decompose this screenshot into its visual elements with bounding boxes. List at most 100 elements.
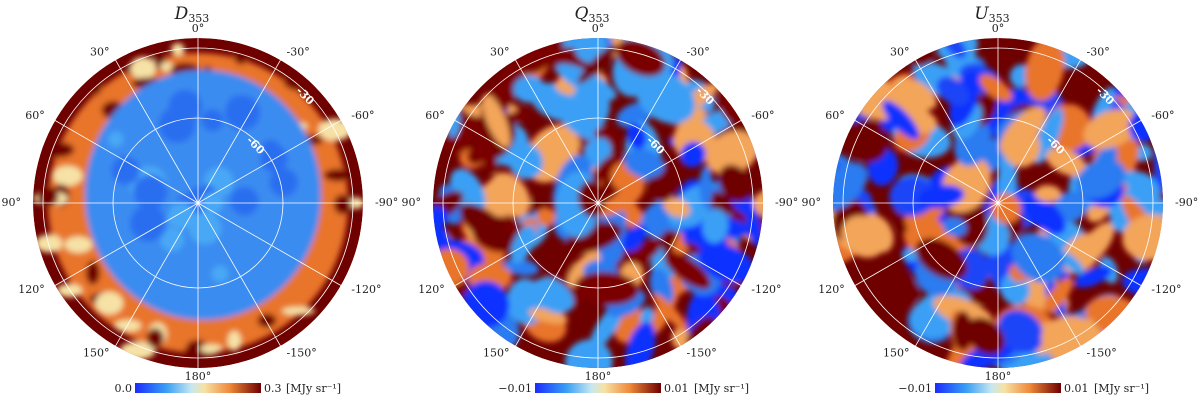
blob xyxy=(653,293,688,332)
blob xyxy=(513,75,546,103)
blob xyxy=(1011,232,1065,283)
blob xyxy=(833,162,868,212)
meridian xyxy=(54,202,199,286)
blob xyxy=(188,212,222,245)
longitude-label: 30° xyxy=(890,45,910,58)
blob xyxy=(1033,108,1064,165)
title-subscript: 353 xyxy=(989,12,1010,25)
blob xyxy=(640,237,662,261)
blob xyxy=(39,141,75,158)
longitude-label: 150° xyxy=(83,347,110,360)
map xyxy=(833,38,1163,368)
blob xyxy=(699,165,713,208)
panel-title: D353 xyxy=(174,4,210,26)
blob xyxy=(459,203,515,251)
meridian xyxy=(854,202,999,286)
title-subscript: 353 xyxy=(188,12,209,25)
blob xyxy=(640,306,654,328)
longitude-label: -150° xyxy=(1087,347,1117,360)
blob xyxy=(531,277,574,314)
meridian xyxy=(197,202,342,286)
map-texture xyxy=(433,38,763,368)
blob xyxy=(745,206,763,248)
blob xyxy=(56,283,83,298)
blob xyxy=(114,319,142,332)
blob xyxy=(130,56,157,80)
blob xyxy=(1023,194,1066,235)
longitude-label: 90° xyxy=(402,196,422,209)
title-symbol: D xyxy=(174,4,189,24)
blob xyxy=(201,109,224,132)
meridian xyxy=(54,120,199,204)
blob xyxy=(52,165,83,186)
blob xyxy=(489,172,531,218)
colorbar-min: 0.0 xyxy=(115,382,133,395)
meridian xyxy=(454,202,599,286)
longitude-label: 0° xyxy=(992,22,1005,35)
blob xyxy=(882,100,920,140)
meridian xyxy=(515,59,599,204)
longitude-label: -30° xyxy=(1087,45,1110,58)
colorbar-max: 0.01 xyxy=(664,382,689,395)
longitude-label: -120° xyxy=(751,283,781,296)
panel-title: U353 xyxy=(974,4,1009,26)
blob xyxy=(1053,191,1088,223)
longitude-label: -150° xyxy=(287,347,317,360)
colorbar-max: 0.3 xyxy=(264,382,282,395)
blob xyxy=(433,205,448,230)
longitude-label: 0° xyxy=(192,22,205,35)
blob xyxy=(698,243,755,284)
longitude-label: 180° xyxy=(185,370,212,383)
blob xyxy=(622,225,647,252)
title-symbol: U xyxy=(974,4,989,24)
blob xyxy=(718,164,752,202)
blob xyxy=(281,306,316,316)
blob xyxy=(565,339,613,368)
colorbar-unit: [MJy sr⁻¹] xyxy=(1094,382,1149,395)
blob xyxy=(536,207,556,227)
longitude-label: 60° xyxy=(425,109,445,122)
blob xyxy=(991,193,1022,224)
longitude-label: 120° xyxy=(818,283,845,296)
blob xyxy=(917,184,965,209)
blob xyxy=(502,258,540,276)
blob xyxy=(333,194,352,215)
blob xyxy=(211,265,229,283)
meridian xyxy=(197,202,281,347)
blob xyxy=(228,95,244,110)
blob xyxy=(1034,184,1062,203)
blob xyxy=(64,236,93,253)
colorbar-min: −0.01 xyxy=(498,382,532,395)
blob xyxy=(89,72,102,96)
meridian xyxy=(915,202,999,347)
longitude-label: -60° xyxy=(1151,109,1174,122)
colorbar-max: 0.01 xyxy=(1064,382,1089,395)
longitude-label: 120° xyxy=(418,283,445,296)
longitude-label: 0° xyxy=(592,22,605,35)
title-symbol: Q xyxy=(575,4,589,24)
blob xyxy=(474,124,497,175)
blob xyxy=(705,131,759,175)
blob xyxy=(890,273,919,304)
meridian xyxy=(597,202,742,286)
blob xyxy=(915,238,968,280)
blob xyxy=(574,271,639,306)
blob xyxy=(1083,109,1139,149)
longitude-label: 150° xyxy=(483,347,510,360)
meridian xyxy=(115,202,199,347)
colorbar xyxy=(135,383,261,393)
longitude-label: -60° xyxy=(351,109,374,122)
meridian xyxy=(997,202,1081,347)
meridian xyxy=(997,202,1142,286)
blob xyxy=(130,204,167,242)
colorbar xyxy=(535,383,661,393)
longitude-label: -150° xyxy=(687,347,717,360)
blob xyxy=(1092,87,1115,124)
colorbar-unit: [MJy sr⁻¹] xyxy=(694,382,749,395)
blob xyxy=(664,251,711,290)
longitude-label: -30° xyxy=(287,45,310,58)
